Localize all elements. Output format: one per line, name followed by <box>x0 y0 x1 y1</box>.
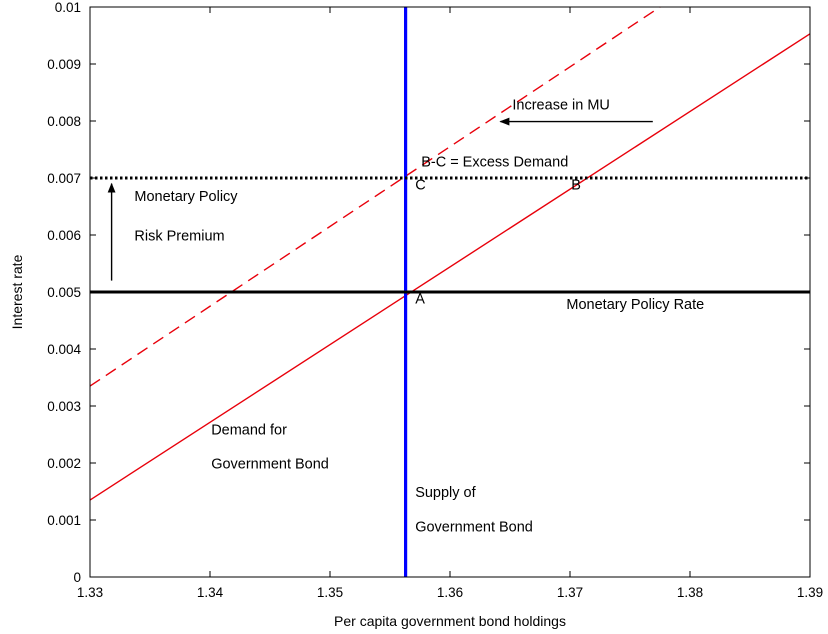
annotation-label-C: C <box>415 177 425 193</box>
x-tick-label-1: 1.34 <box>197 585 224 600</box>
x-tick-label-3: 1.36 <box>437 585 463 600</box>
annotation-excess-demand: B-C = Excess Demand <box>421 155 568 171</box>
y-tick-label-10: 0.01 <box>55 0 81 15</box>
x-tick-label-5: 1.38 <box>677 585 703 600</box>
x-tick-label-6: 1.39 <box>797 585 823 600</box>
x-tick-label-4: 1.37 <box>557 585 583 600</box>
annotation-demand-line1: Demand for <box>211 423 287 439</box>
x-tick-label-0: 1.33 <box>77 585 103 600</box>
y-tick-label-9: 0.009 <box>47 57 81 72</box>
annotation-label-B: B <box>571 177 581 193</box>
annotation-supply-line1: Supply of <box>415 485 476 501</box>
y-tick-label-5: 0.005 <box>47 285 81 300</box>
series-layer <box>89 6 811 577</box>
y-axis-title: Interest rate <box>9 254 25 329</box>
series-demand <box>89 33 811 501</box>
annotation-layer: A B C B-C = Excess Demand Increase in MU Mone… <box>134 98 704 536</box>
y-tick-label-8: 0.008 <box>47 114 81 129</box>
y-tick-label-7: 0.007 <box>47 171 81 186</box>
y-tick-label-1: 0.001 <box>47 513 81 528</box>
annotation-supply-line2: Government Bond <box>415 519 533 535</box>
annotation-mp-risk-line1: Monetary Policy <box>134 189 238 205</box>
annotation-label-A: A <box>415 291 425 307</box>
x-tick-label-2: 1.35 <box>317 585 343 600</box>
y-tick-label-0: 0 <box>73 570 81 585</box>
arrow-layer <box>107 117 653 281</box>
y-tick-label-4: 0.004 <box>47 342 81 357</box>
x-axis: 1.33 1.34 1.35 1.36 1.37 1.38 1.39 <box>77 7 823 600</box>
annotation-mp-risk-line2: Risk Premium <box>134 229 224 245</box>
series-demand-shifted <box>89 6 661 387</box>
annotation-increase-mu: Increase in MU <box>512 98 610 114</box>
annotation-demand-line2: Government Bond <box>211 457 329 473</box>
x-axis-title: Per capita government bond holdings <box>334 613 566 629</box>
y-tick-label-6: 0.006 <box>47 228 81 243</box>
y-axis: 0 0.001 0.002 0.003 0.004 0.005 0.006 0.007 0.00… <box>47 0 810 585</box>
annotation-mp-rate: Monetary Policy Rate <box>566 297 704 313</box>
y-tick-label-2: 0.002 <box>47 456 81 471</box>
y-tick-label-3: 0.003 <box>47 399 81 414</box>
